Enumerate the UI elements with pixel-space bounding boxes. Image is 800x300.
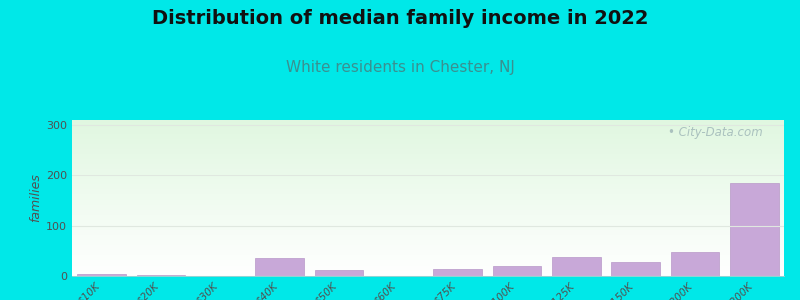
Text: Distribution of median family income in 2022: Distribution of median family income in … xyxy=(152,9,648,28)
Bar xyxy=(611,262,660,276)
Bar xyxy=(730,183,778,276)
Bar xyxy=(137,275,186,276)
Bar xyxy=(314,270,363,276)
Bar xyxy=(255,258,304,276)
Bar xyxy=(493,266,542,276)
Bar xyxy=(78,274,126,276)
Bar xyxy=(434,269,482,276)
Bar xyxy=(552,257,601,276)
Text: • City-Data.com: • City-Data.com xyxy=(668,126,762,139)
Text: White residents in Chester, NJ: White residents in Chester, NJ xyxy=(286,60,514,75)
Y-axis label: families: families xyxy=(29,174,42,222)
Bar xyxy=(670,252,719,276)
